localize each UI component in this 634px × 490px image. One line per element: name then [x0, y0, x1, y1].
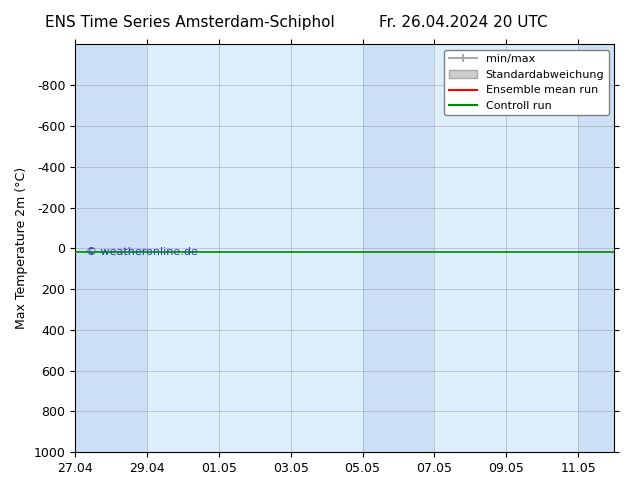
- Text: © weatheronline.de: © weatheronline.de: [86, 247, 198, 257]
- Bar: [363, 45, 434, 452]
- Bar: [578, 45, 614, 452]
- Legend: min/max, Standardabweichung, Ensemble mean run, Controll run: min/max, Standardabweichung, Ensemble me…: [444, 50, 609, 116]
- Y-axis label: Max Temperature 2m (°C): Max Temperature 2m (°C): [15, 167, 28, 329]
- Bar: [75, 45, 147, 452]
- Text: Fr. 26.04.2024 20 UTC: Fr. 26.04.2024 20 UTC: [378, 15, 547, 30]
- Text: ENS Time Series Amsterdam-Schiphol: ENS Time Series Amsterdam-Schiphol: [45, 15, 335, 30]
